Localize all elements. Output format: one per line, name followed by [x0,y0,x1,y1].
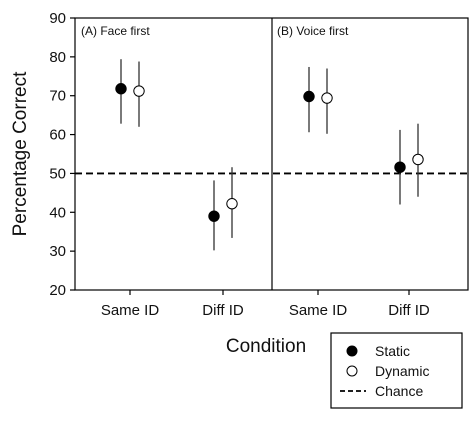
y-tick-label: 90 [49,10,66,27]
legend-dynamic-marker [346,365,358,377]
panel-label-a: (A) Face first [81,24,150,38]
x-tick-label: Diff ID [388,302,430,319]
legend-static-label: Static [375,343,410,359]
legend: Static Dynamic Chance [330,332,463,409]
dynamic-point [412,153,424,166]
dynamic-point [226,198,238,210]
legend-dynamic-label: Dynamic [375,363,429,379]
y-axis: 20 30 40 50 60 70 80 90 [49,10,75,299]
x-tick-label: Diff ID [202,302,244,319]
panel-label-b: (B) Voice first [277,24,349,38]
static-point [303,90,315,103]
static-point [394,161,406,173]
x-axis-title: Condition [226,336,306,357]
y-tick-label: 50 [49,165,66,182]
data-marks [115,59,424,251]
dynamic-point [321,92,333,104]
y-tick-label: 70 [49,88,66,105]
legend-chance-label: Chance [375,383,423,399]
x-tick-label: Same ID [289,302,348,319]
y-tick-label: 20 [49,282,66,299]
static-point [208,210,220,222]
y-axis-title: Percentage Correct [10,71,31,236]
y-tick-label: 80 [49,49,66,66]
legend-static-marker [346,345,358,357]
x-axis: Same ID Diff ID Same ID Diff ID [101,290,430,319]
y-tick-label: 40 [49,204,66,221]
dynamic-point [133,85,145,97]
y-tick-label: 60 [49,127,66,144]
x-tick-label: Same ID [101,302,160,319]
static-point [115,83,127,95]
y-tick-label: 30 [49,243,66,260]
